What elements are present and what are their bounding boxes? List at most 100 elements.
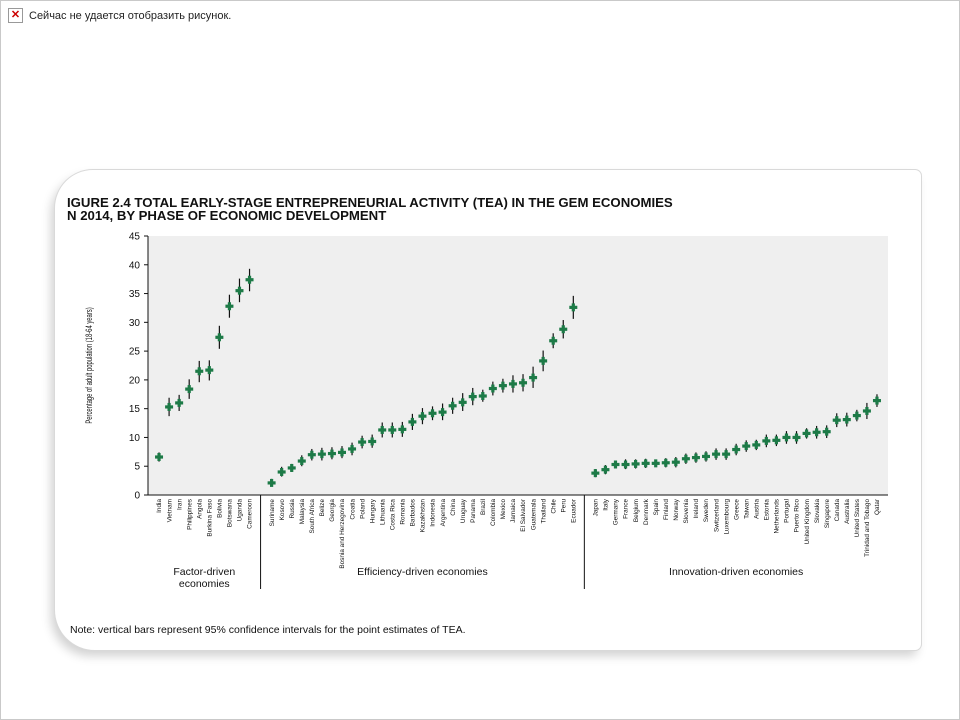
x-tick-label: Portugal [784, 499, 791, 523]
data-point [327, 449, 336, 458]
x-tick-label: France [623, 499, 630, 519]
x-tick-label: Angola [196, 499, 203, 519]
x-tick-label: Croatia [349, 499, 356, 520]
data-point-v [551, 336, 555, 345]
broken-image-notice: ✕ Сейчас не удается отобразить рисунок. [8, 8, 231, 23]
y-tick-label: 35 [129, 289, 141, 300]
y-tick-label: 15 [129, 404, 141, 415]
x-tick-label: Colombia [490, 499, 497, 526]
x-tick-label: Slovenia [683, 499, 690, 524]
x-tick-label: Trinidad and Tobago [864, 499, 871, 557]
chart-note: Note: vertical bars represent 95% confid… [70, 624, 466, 636]
data-point [559, 325, 568, 334]
x-tick-label: China [450, 499, 457, 516]
data-point [539, 356, 548, 365]
x-tick-label: Peru [560, 499, 567, 513]
y-tick-label: 45 [129, 232, 141, 243]
x-tick-label: Italy [603, 498, 610, 511]
x-tick-label: El Salvador [520, 498, 527, 532]
y-tick-label: 10 [129, 433, 141, 444]
x-tick-label: Philippines [186, 499, 193, 530]
group-label-line2: economies [179, 578, 230, 590]
data-point-v [330, 449, 334, 458]
data-point [388, 425, 397, 434]
data-point [468, 392, 477, 401]
y-tick-label: 0 [134, 491, 140, 502]
data-point [752, 440, 761, 449]
data-point-v [217, 333, 221, 342]
data-point-v [613, 460, 618, 469]
data-point-v [754, 440, 758, 449]
data-point [852, 411, 861, 420]
data-point [772, 436, 781, 445]
data-point-v [157, 453, 161, 462]
data-point [661, 458, 670, 467]
data-point [762, 436, 771, 445]
x-tick-label: Cameroon [247, 499, 254, 529]
data-point-v [744, 442, 748, 451]
data-point [702, 452, 710, 461]
y-tick-label: 40 [129, 260, 141, 271]
data-point [307, 450, 316, 459]
data-point-v [654, 459, 658, 468]
data-point-v [481, 392, 485, 401]
data-point-v [430, 409, 435, 418]
data-point [862, 406, 871, 415]
data-point [195, 367, 204, 376]
x-tick-label: Belgium [633, 499, 640, 522]
x-tick-label: Hungary [369, 498, 376, 523]
data-point-v [571, 303, 575, 312]
data-point [235, 286, 244, 295]
x-tick-label: Canada [834, 499, 841, 522]
x-tick-label: Kosovo [279, 499, 286, 521]
data-point-v [694, 453, 698, 462]
data-point-v [400, 425, 404, 434]
y-tick-label: 25 [129, 347, 141, 358]
x-tick-label: Finland [663, 499, 670, 520]
data-point-v [207, 366, 211, 375]
data-point-v [623, 460, 628, 469]
x-tick-label: Botswana [227, 499, 234, 528]
data-point [519, 378, 528, 387]
x-tick-label: Spain [653, 499, 660, 516]
x-tick-label: Belize [319, 499, 326, 517]
data-point [591, 469, 600, 478]
data-point [601, 465, 610, 474]
data-point [185, 385, 194, 394]
data-point-v [167, 402, 171, 411]
x-tick-label: Netherlands [774, 499, 781, 533]
data-point [165, 402, 174, 411]
data-point [277, 467, 286, 476]
data-point [529, 373, 538, 382]
x-tick-label: Qatar [874, 498, 881, 515]
data-point-v [501, 381, 505, 390]
data-point-v [684, 454, 688, 463]
x-tick-label: Norway [673, 498, 680, 520]
x-tick-label: Vietnam [166, 499, 173, 522]
x-tick-label: Kazakhstan [420, 499, 427, 533]
data-point-v [280, 467, 284, 476]
x-tick-label: Chile [550, 499, 557, 514]
data-point-v [300, 457, 304, 466]
data-point [712, 450, 721, 459]
data-point [155, 453, 164, 462]
data-point [631, 459, 640, 468]
x-tick-label: Austria [753, 499, 760, 519]
data-point [832, 416, 841, 425]
data-point [378, 425, 387, 434]
data-point [488, 384, 497, 393]
data-point-v [875, 396, 879, 405]
data-point-v [734, 445, 738, 454]
x-tick-label: Puerto Rico [794, 499, 801, 533]
x-tick-label: Suriname [269, 499, 276, 527]
data-point-v [784, 433, 789, 442]
data-point-v [531, 373, 535, 382]
broken-image-text: Сейчас не удается отобразить рисунок. [29, 9, 232, 22]
x-tick-label: Ecuador [571, 498, 578, 523]
x-tick-label: South Africa [309, 499, 316, 534]
x-tick-label: Guatemala [530, 499, 537, 531]
data-point [338, 448, 346, 457]
data-point [317, 450, 326, 459]
data-point [408, 417, 417, 426]
data-point-v [845, 415, 849, 424]
